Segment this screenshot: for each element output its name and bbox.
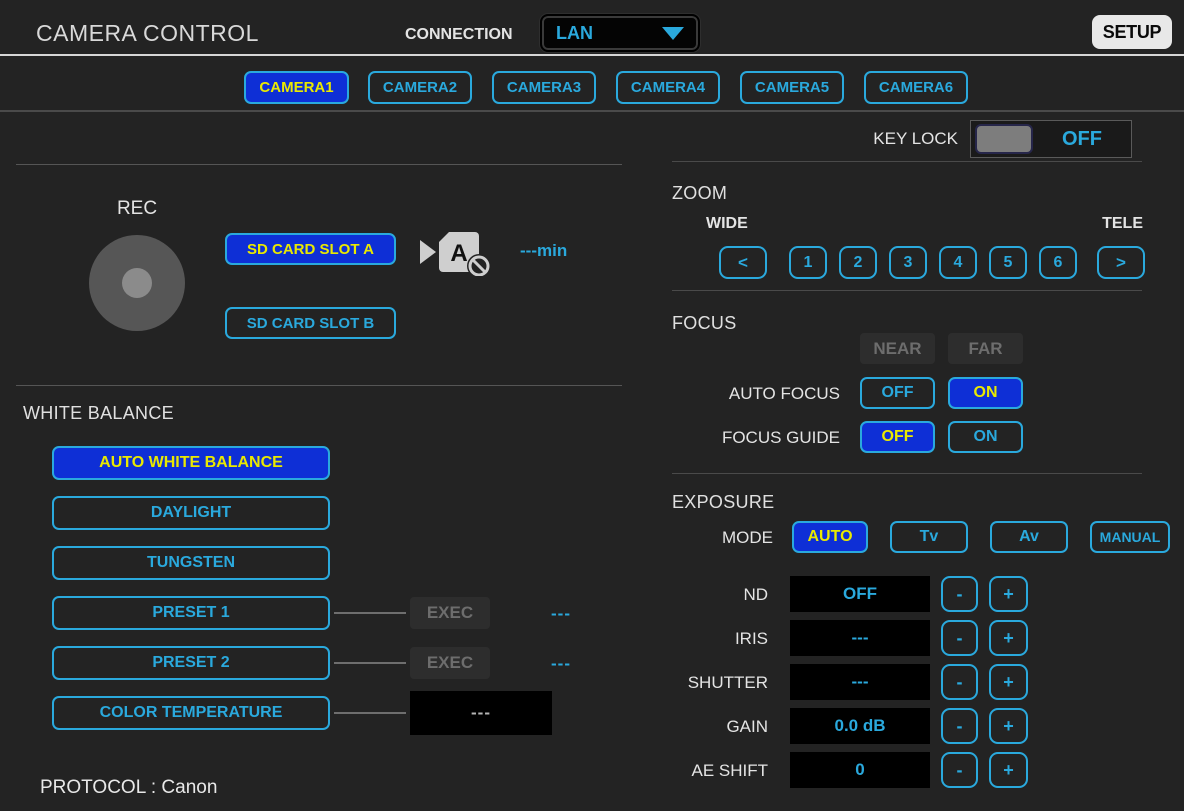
nd-value: OFF (790, 576, 930, 612)
connection-label: CONNECTION (405, 26, 513, 43)
iris-minus-button[interactable]: - (941, 620, 978, 656)
nd-plus-button[interactable]: + (989, 576, 1028, 612)
zoom-heading: ZOOM (672, 183, 728, 203)
zoom-speed-2-button[interactable]: 2 (839, 246, 877, 279)
tab-camera6[interactable]: CAMERA6 (864, 71, 968, 104)
white-balance-heading: WHITE BALANCE (23, 403, 174, 423)
gain-label: GAIN (726, 717, 768, 736)
protocol-text: PROTOCOL : Canon (40, 777, 218, 798)
auto-focus-label: AUTO FOCUS (728, 384, 840, 403)
preset1-value: --- (551, 604, 571, 623)
nd-minus-button[interactable]: - (941, 576, 978, 612)
focus-guide-off-button[interactable]: OFF (860, 421, 935, 453)
tab-camera2[interactable]: CAMERA2 (368, 71, 472, 104)
daylight-button[interactable]: DAYLIGHT (52, 496, 330, 530)
sd-card-slot-a-button[interactable]: SD CARD SLOT A (225, 233, 396, 265)
tabs-divider (0, 110, 1184, 112)
tungsten-button[interactable]: TUNGSTEN (52, 546, 330, 580)
color-temperature-value: --- (410, 691, 552, 735)
gain-plus-button[interactable]: + (989, 708, 1028, 744)
ae-shift-plus-button[interactable]: + (989, 752, 1028, 788)
zoom-tele-step-button[interactable]: > (1097, 246, 1145, 279)
tab-camera3[interactable]: CAMERA3 (492, 71, 596, 104)
exposure-mode-label: MODE (722, 528, 773, 547)
sd-card-slot-b-button[interactable]: SD CARD SLOT B (225, 307, 396, 339)
auto-focus-off-button[interactable]: OFF (860, 377, 935, 409)
key-lock-state: OFF (1062, 127, 1102, 150)
tab-camera5[interactable]: CAMERA5 (740, 71, 844, 104)
shutter-plus-button[interactable]: + (989, 664, 1028, 700)
record-button[interactable] (89, 235, 185, 331)
svg-text:A: A (450, 240, 467, 267)
nd-label: ND (743, 585, 768, 604)
zoom-wide-step-button[interactable]: < (719, 246, 767, 279)
preset2-exec-button[interactable]: EXEC (410, 647, 490, 679)
header-divider (0, 54, 1184, 56)
preset1-connector-line (334, 612, 406, 614)
white-balance-section-divider (16, 385, 622, 386)
tab-camera1[interactable]: CAMERA1 (244, 71, 349, 104)
focus-heading: FOCUS (672, 313, 737, 333)
gain-value: 0.0 dB (790, 708, 930, 744)
zoom-speed-3-button[interactable]: 3 (889, 246, 927, 279)
key-lock-label: KEY LOCK (873, 129, 958, 148)
rec-section-divider (16, 164, 622, 165)
zoom-section-divider (672, 161, 1142, 162)
ae-shift-label: AE SHIFT (691, 761, 768, 780)
exposure-mode-auto-button[interactable]: AUTO (792, 521, 868, 553)
remaining-record-time: ---min (520, 241, 568, 260)
preset1-exec-button[interactable]: EXEC (410, 597, 490, 629)
page-title: CAMERA CONTROL (36, 20, 259, 46)
rec-heading: REC (116, 198, 158, 219)
gain-minus-button[interactable]: - (941, 708, 978, 744)
shutter-label: SHUTTER (687, 673, 768, 692)
preset2-value: --- (551, 654, 571, 673)
auto-white-balance-button[interactable]: AUTO WHITE BALANCE (52, 446, 330, 480)
iris-label: IRIS (734, 629, 768, 648)
ae-shift-minus-button[interactable]: - (941, 752, 978, 788)
exposure-section-divider (672, 473, 1142, 474)
focus-guide-on-button[interactable]: ON (948, 421, 1023, 453)
color-temperature-connector-line (334, 712, 406, 714)
ae-shift-value: 0 (790, 752, 930, 788)
iris-value: --- (790, 620, 930, 656)
color-temperature-button[interactable]: COLOR TEMPERATURE (52, 696, 330, 730)
tab-camera4[interactable]: CAMERA4 (616, 71, 720, 104)
exposure-mode-tv-button[interactable]: Tv (890, 521, 968, 553)
tele-label: TELE (1102, 215, 1143, 232)
record-button-dot (122, 268, 152, 298)
preset1-button[interactable]: PRESET 1 (52, 596, 330, 630)
preset2-connector-line (334, 662, 406, 664)
playback-sd-card-a-disabled-icon: A (420, 232, 491, 276)
connection-dropdown-value: LAN (556, 22, 593, 43)
wide-label: WIDE (706, 215, 748, 232)
focus-section-divider (672, 290, 1142, 291)
focus-guide-label: FOCUS GUIDE (721, 428, 840, 447)
exposure-heading: EXPOSURE (672, 492, 775, 512)
iris-plus-button[interactable]: + (989, 620, 1028, 656)
exposure-mode-manual-button[interactable]: MANUAL (1090, 521, 1170, 553)
preset2-button[interactable]: PRESET 2 (52, 646, 330, 680)
zoom-speed-5-button[interactable]: 5 (989, 246, 1027, 279)
focus-near-button[interactable]: NEAR (860, 333, 935, 364)
shutter-value: --- (790, 664, 930, 700)
chevron-down-icon (662, 26, 684, 40)
zoom-speed-1-button[interactable]: 1 (789, 246, 827, 279)
key-lock-toggle[interactable]: OFF (970, 120, 1132, 158)
zoom-speed-4-button[interactable]: 4 (939, 246, 977, 279)
auto-focus-on-button[interactable]: ON (948, 377, 1023, 409)
exposure-mode-av-button[interactable]: Av (990, 521, 1068, 553)
key-lock-toggle-handle[interactable] (975, 124, 1033, 154)
focus-far-button[interactable]: FAR (948, 333, 1023, 364)
connection-dropdown[interactable]: LAN (540, 14, 700, 52)
setup-button[interactable]: SETUP (1092, 15, 1172, 49)
zoom-speed-6-button[interactable]: 6 (1039, 246, 1077, 279)
shutter-minus-button[interactable]: - (941, 664, 978, 700)
